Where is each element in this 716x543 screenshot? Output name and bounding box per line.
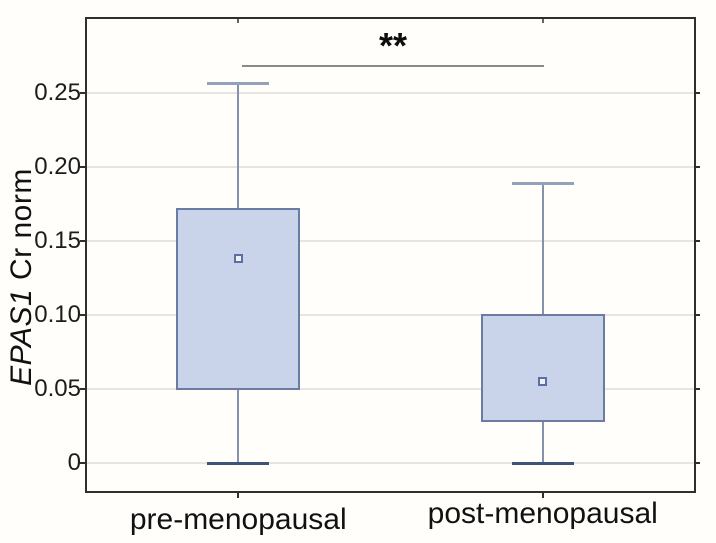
significance-line <box>242 65 544 68</box>
gridline <box>87 166 694 168</box>
y-tick-label: 0 <box>67 449 81 476</box>
box-mean-marker <box>233 254 243 264</box>
gridline <box>87 388 694 390</box>
box-whisker-cap-bottom <box>511 462 574 465</box>
y-tick-mark-right <box>696 240 700 242</box>
box-whisker-cap-top <box>511 182 574 186</box>
y-tick-mark-left <box>80 462 85 464</box>
gridline <box>87 462 694 464</box>
box-whisker-cap-top <box>207 81 270 85</box>
y-tick-mark-right <box>696 166 700 168</box>
x-tick-mark-bottom <box>541 493 544 498</box>
y-tick-mark-left <box>80 166 85 168</box>
y-tick-label: 0.05 <box>34 375 81 402</box>
y-tick-label: 0.25 <box>34 79 81 106</box>
box-whisker-cap-bottom <box>207 462 270 465</box>
y-tick-label: 0.20 <box>34 153 81 180</box>
x-tick-mark-bottom <box>237 493 240 498</box>
y-tick-label: 0.15 <box>34 227 81 254</box>
y-tick-mark-left <box>80 240 85 242</box>
y-tick-mark-right <box>696 314 700 316</box>
x-category-label: post-menopausal <box>427 497 658 530</box>
y-tick-mark-left <box>80 388 85 390</box>
y-tick-mark-right <box>696 462 700 464</box>
gridline <box>87 92 694 94</box>
x-tick-mark-top <box>237 19 240 23</box>
significance-label: ** <box>378 25 408 67</box>
x-category-label: pre-menopausal <box>129 503 347 536</box>
box-mean-marker <box>538 377 548 387</box>
y-tick-mark-left <box>80 314 85 316</box>
y-tick-mark-left <box>80 92 85 94</box>
box-rect <box>480 313 605 422</box>
gridline <box>87 314 694 316</box>
box-rect <box>176 208 301 391</box>
y-tick-label: 0.10 <box>34 301 81 328</box>
plot-frame <box>85 17 696 493</box>
x-tick-mark-top <box>541 19 544 23</box>
gridline <box>87 240 694 242</box>
y-tick-mark-right <box>696 92 700 94</box>
y-tick-mark-right <box>696 388 700 390</box>
